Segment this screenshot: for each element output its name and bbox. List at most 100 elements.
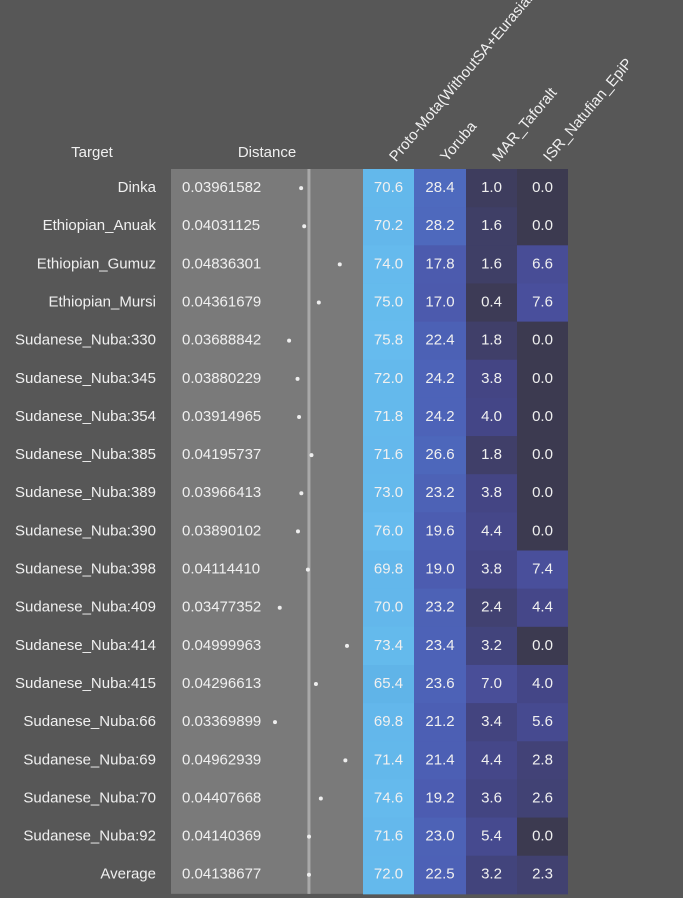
- heat-cell: [414, 321, 466, 361]
- distance-dot: [344, 643, 349, 648]
- heat-cell: [517, 359, 568, 399]
- cell-value: 0.0: [532, 179, 553, 196]
- cell-value: 71.6: [374, 446, 403, 463]
- cell-value: 4.4: [481, 751, 502, 768]
- distance-value: 0.03966413: [182, 484, 261, 501]
- heat-cell: [517, 664, 568, 704]
- heat-cell: [363, 588, 414, 628]
- distance-dot: [343, 758, 348, 763]
- heat-cell: [414, 779, 466, 819]
- cell-value: 1.6: [481, 255, 502, 272]
- cell-value: 3.8: [481, 484, 502, 501]
- heat-cell: [363, 664, 414, 704]
- distance-dot: [299, 491, 304, 496]
- heat-cell: [466, 855, 517, 895]
- cell-value: 74.0: [374, 255, 403, 272]
- cell-value: 5.4: [481, 828, 502, 845]
- heat-cell: [517, 474, 568, 513]
- heat-cell: [363, 741, 414, 780]
- heat-cell: [466, 169, 517, 208]
- cell-value: 75.8: [374, 332, 403, 349]
- distance-value: 0.03369899: [182, 713, 261, 730]
- heat-cell: [466, 817, 517, 857]
- cell-value: 2.8: [532, 751, 553, 768]
- heat-cell: [363, 321, 414, 361]
- cell-value: 23.2: [425, 599, 454, 616]
- heat-cell: [466, 359, 517, 399]
- heat-cell: [466, 321, 517, 361]
- cell-value: 17.0: [425, 293, 454, 310]
- distance-dot: [318, 796, 323, 801]
- cell-value: 2.4: [481, 599, 502, 616]
- target-label: Sudanese_Nuba:390: [15, 522, 156, 539]
- cell-value: 70.6: [374, 179, 403, 196]
- cell-value: 71.8: [374, 408, 403, 425]
- heat-cell: [517, 779, 568, 819]
- cell-value: 0.0: [532, 217, 553, 234]
- cell-value: 4.0: [481, 408, 502, 425]
- heat-cell: [517, 588, 568, 628]
- distance-value: 0.04138677: [182, 866, 261, 883]
- heat-cell: [363, 169, 414, 208]
- distance-dot: [277, 605, 282, 610]
- heat-cell: [466, 779, 517, 819]
- heat-cell: [414, 588, 466, 628]
- target-label: Dinka: [118, 179, 157, 196]
- cell-value: 4.4: [532, 599, 553, 616]
- target-label: Ethiopian_Mursi: [48, 293, 156, 310]
- cell-value: 73.0: [374, 484, 403, 501]
- heat-cell: [466, 207, 517, 246]
- cell-value: 3.6: [481, 789, 502, 806]
- distance-panel: [171, 169, 363, 894]
- distance-value: 0.04195737: [182, 446, 261, 463]
- heat-cell: [363, 779, 414, 819]
- heat-cell: [414, 169, 466, 208]
- target-label: Sudanese_Nuba:330: [15, 332, 156, 349]
- distance-value: 0.04031125: [182, 217, 260, 234]
- heat-cell: [466, 474, 517, 513]
- heat-cell: [517, 512, 568, 551]
- heat-cell: [517, 169, 568, 208]
- target-label: Sudanese_Nuba:389: [15, 484, 156, 501]
- cell-value: 22.5: [425, 866, 454, 883]
- heat-cell: [466, 245, 517, 284]
- heat-cell: [363, 512, 414, 551]
- distance-value: 0.04296613: [182, 675, 261, 692]
- cell-value: 17.8: [425, 255, 454, 272]
- cell-value: 73.4: [374, 637, 403, 654]
- heat-cell: [517, 283, 568, 323]
- heat-cell: [414, 626, 466, 666]
- cell-value: 5.6: [532, 713, 553, 730]
- cell-value: 70.0: [374, 599, 403, 616]
- cell-value: 19.2: [425, 789, 454, 806]
- cell-value: 28.4: [425, 179, 454, 196]
- distance-dot: [287, 338, 292, 343]
- heat-cell: [363, 626, 414, 666]
- cell-value: 3.4: [481, 713, 502, 730]
- heat-cell: [363, 245, 414, 284]
- heat-cell: [414, 817, 466, 857]
- heat-cell: [414, 397, 466, 437]
- cell-value: 2.3: [532, 866, 553, 883]
- cell-value: 75.0: [374, 293, 403, 310]
- distance-dot: [295, 376, 300, 381]
- distance-dot: [306, 872, 311, 877]
- distance-value: 0.03890102: [182, 522, 261, 539]
- cell-value: 7.6: [532, 293, 553, 310]
- heat-cell: [414, 436, 466, 475]
- cell-value: 0.0: [532, 408, 553, 425]
- heat-cell: [414, 207, 466, 246]
- cell-value: 0.0: [532, 637, 553, 654]
- target-label: Ethiopian_Anuak: [43, 217, 157, 234]
- heat-cell: [466, 283, 517, 323]
- cell-value: 23.0: [425, 828, 454, 845]
- cell-value: 0.0: [532, 828, 553, 845]
- heat-cell: [363, 474, 414, 513]
- cell-value: 1.0: [481, 179, 502, 196]
- heat-cell: [517, 626, 568, 666]
- cell-value: 74.6: [374, 789, 403, 806]
- distance-value: 0.04361679: [182, 293, 261, 310]
- heat-cell: [517, 321, 568, 361]
- target-label: Sudanese_Nuba:354: [15, 408, 156, 425]
